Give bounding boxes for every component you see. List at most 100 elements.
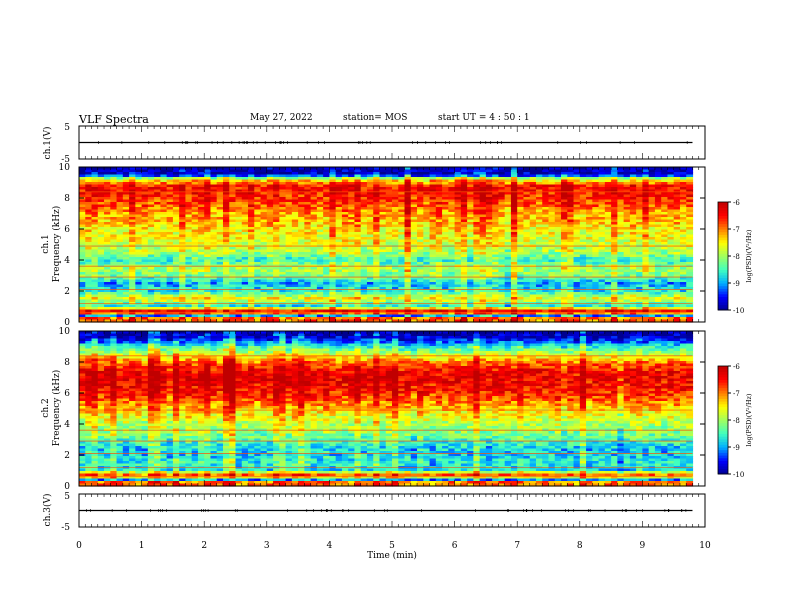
spectrogram-cell <box>648 182 656 186</box>
spectrogram-cell <box>598 194 606 198</box>
spectrogram-cell <box>273 284 280 288</box>
spectrogram-cell <box>329 249 337 253</box>
spectrogram-cell <box>335 237 343 241</box>
spectrogram-cell <box>235 202 243 206</box>
spectrogram-cell <box>373 219 381 223</box>
spectrogram-cell <box>623 182 631 186</box>
spectrogram-cell <box>629 234 637 238</box>
spectrogram-cell <box>529 262 537 266</box>
spectrogram-cell <box>298 267 305 271</box>
spectrogram-cell <box>204 229 212 233</box>
spectrogram-cell <box>254 194 262 198</box>
spectrogram-cell <box>667 239 675 243</box>
spectrogram-cell <box>504 234 512 238</box>
spectrogram-cell <box>341 169 349 173</box>
spectrogram-cell <box>517 222 525 226</box>
spectrogram-cell <box>341 177 349 181</box>
spectrogram-cell <box>404 257 412 261</box>
spectrogram-cell <box>417 199 424 203</box>
spectrogram-cell <box>204 187 212 191</box>
spectrogram-cell <box>254 259 262 263</box>
spectrogram-cell <box>385 237 393 241</box>
spectrogram-cell <box>611 242 618 246</box>
spectrogram-cell <box>197 249 205 253</box>
spectrogram-cell <box>348 192 356 196</box>
spectrogram-cell <box>454 169 462 173</box>
spectrogram-cell <box>592 172 600 176</box>
spectrogram-cell <box>310 262 318 266</box>
spectrogram-cell <box>617 262 625 266</box>
spectrogram-cell <box>135 287 143 291</box>
spectrogram-cell <box>279 169 287 173</box>
spectrogram-cell <box>673 249 681 253</box>
spectrogram-cell <box>179 192 187 196</box>
spectrogram-cell <box>85 197 93 201</box>
spectrogram-cell <box>373 247 381 251</box>
spectrogram-cell <box>348 179 356 183</box>
spectrogram-cell <box>448 269 456 273</box>
spectrogram-cell <box>154 252 161 256</box>
spectrogram-cell <box>310 227 318 231</box>
spectrogram-cell <box>172 232 180 236</box>
spectrogram-cell <box>248 177 255 181</box>
spectrogram-cell <box>523 254 531 258</box>
spectrogram-cell <box>579 182 587 186</box>
spectrogram-cell <box>141 237 149 241</box>
spectrogram-cell <box>129 282 136 286</box>
spectrogram-cell <box>679 237 687 241</box>
spectrogram-cell <box>417 172 424 176</box>
spectrogram-cell <box>154 212 161 216</box>
spectrogram-cell <box>460 284 468 288</box>
spectrogram-cell <box>404 262 412 266</box>
spectrogram-cell <box>154 194 161 198</box>
spectrogram-cell <box>410 277 418 281</box>
spectrogram-cell <box>135 249 143 253</box>
spectrogram-cell <box>667 174 675 178</box>
spectrogram-cell <box>642 202 650 206</box>
spectrogram-cell <box>567 247 575 251</box>
spectrogram-cell <box>517 262 525 266</box>
spectrogram-cell <box>348 209 356 213</box>
spectrogram-cell <box>348 252 356 256</box>
spectrogram-cell <box>573 229 581 233</box>
spectrogram-cell <box>179 184 187 188</box>
spectrogram-cell <box>385 167 393 171</box>
spectrogram-cell <box>648 247 656 251</box>
spectrogram-cell <box>504 172 512 176</box>
spectrogram-cell <box>548 262 556 266</box>
spectrogram-cell <box>667 249 675 253</box>
spectrogram-cell <box>129 204 136 208</box>
spectrogram-cell <box>554 179 562 183</box>
spectrogram-cell <box>291 197 299 201</box>
spectrogram-cell <box>648 259 656 263</box>
spectrogram-cell <box>517 217 525 221</box>
spectrogram-cell <box>323 204 330 208</box>
spectrogram-cell <box>154 229 161 233</box>
spectrogram-cell <box>498 282 506 286</box>
spectrogram-cell <box>354 189 362 193</box>
spectrogram-cell <box>398 272 406 276</box>
spectrogram-cell <box>554 192 562 196</box>
spectrogram-cell <box>348 197 356 201</box>
spectrogram-cell <box>273 189 280 193</box>
spectrogram-cell <box>316 254 324 258</box>
spectrogram-cell <box>435 217 443 221</box>
spectrogram-cell <box>210 197 218 201</box>
spectrogram-cell <box>116 277 124 281</box>
spectrogram-cell <box>310 199 318 203</box>
spectrogram-cell <box>617 189 625 193</box>
spectrogram-cell <box>360 184 368 188</box>
spectrogram-cell <box>392 179 399 183</box>
spectrogram-cell <box>679 187 687 191</box>
spectrogram-cell <box>241 249 249 253</box>
spectrogram-cell <box>323 199 330 203</box>
spectrogram-cell <box>535 262 543 266</box>
spectrogram-cell <box>254 249 262 253</box>
spectrogram-cell <box>341 257 349 261</box>
spectrogram-cell <box>385 279 393 283</box>
spectrogram-cell <box>648 212 656 216</box>
spectrogram-cell <box>110 174 118 178</box>
spectrogram-cell <box>535 229 543 233</box>
spectrogram-cell <box>567 234 575 238</box>
spectrogram-cell <box>298 217 305 221</box>
